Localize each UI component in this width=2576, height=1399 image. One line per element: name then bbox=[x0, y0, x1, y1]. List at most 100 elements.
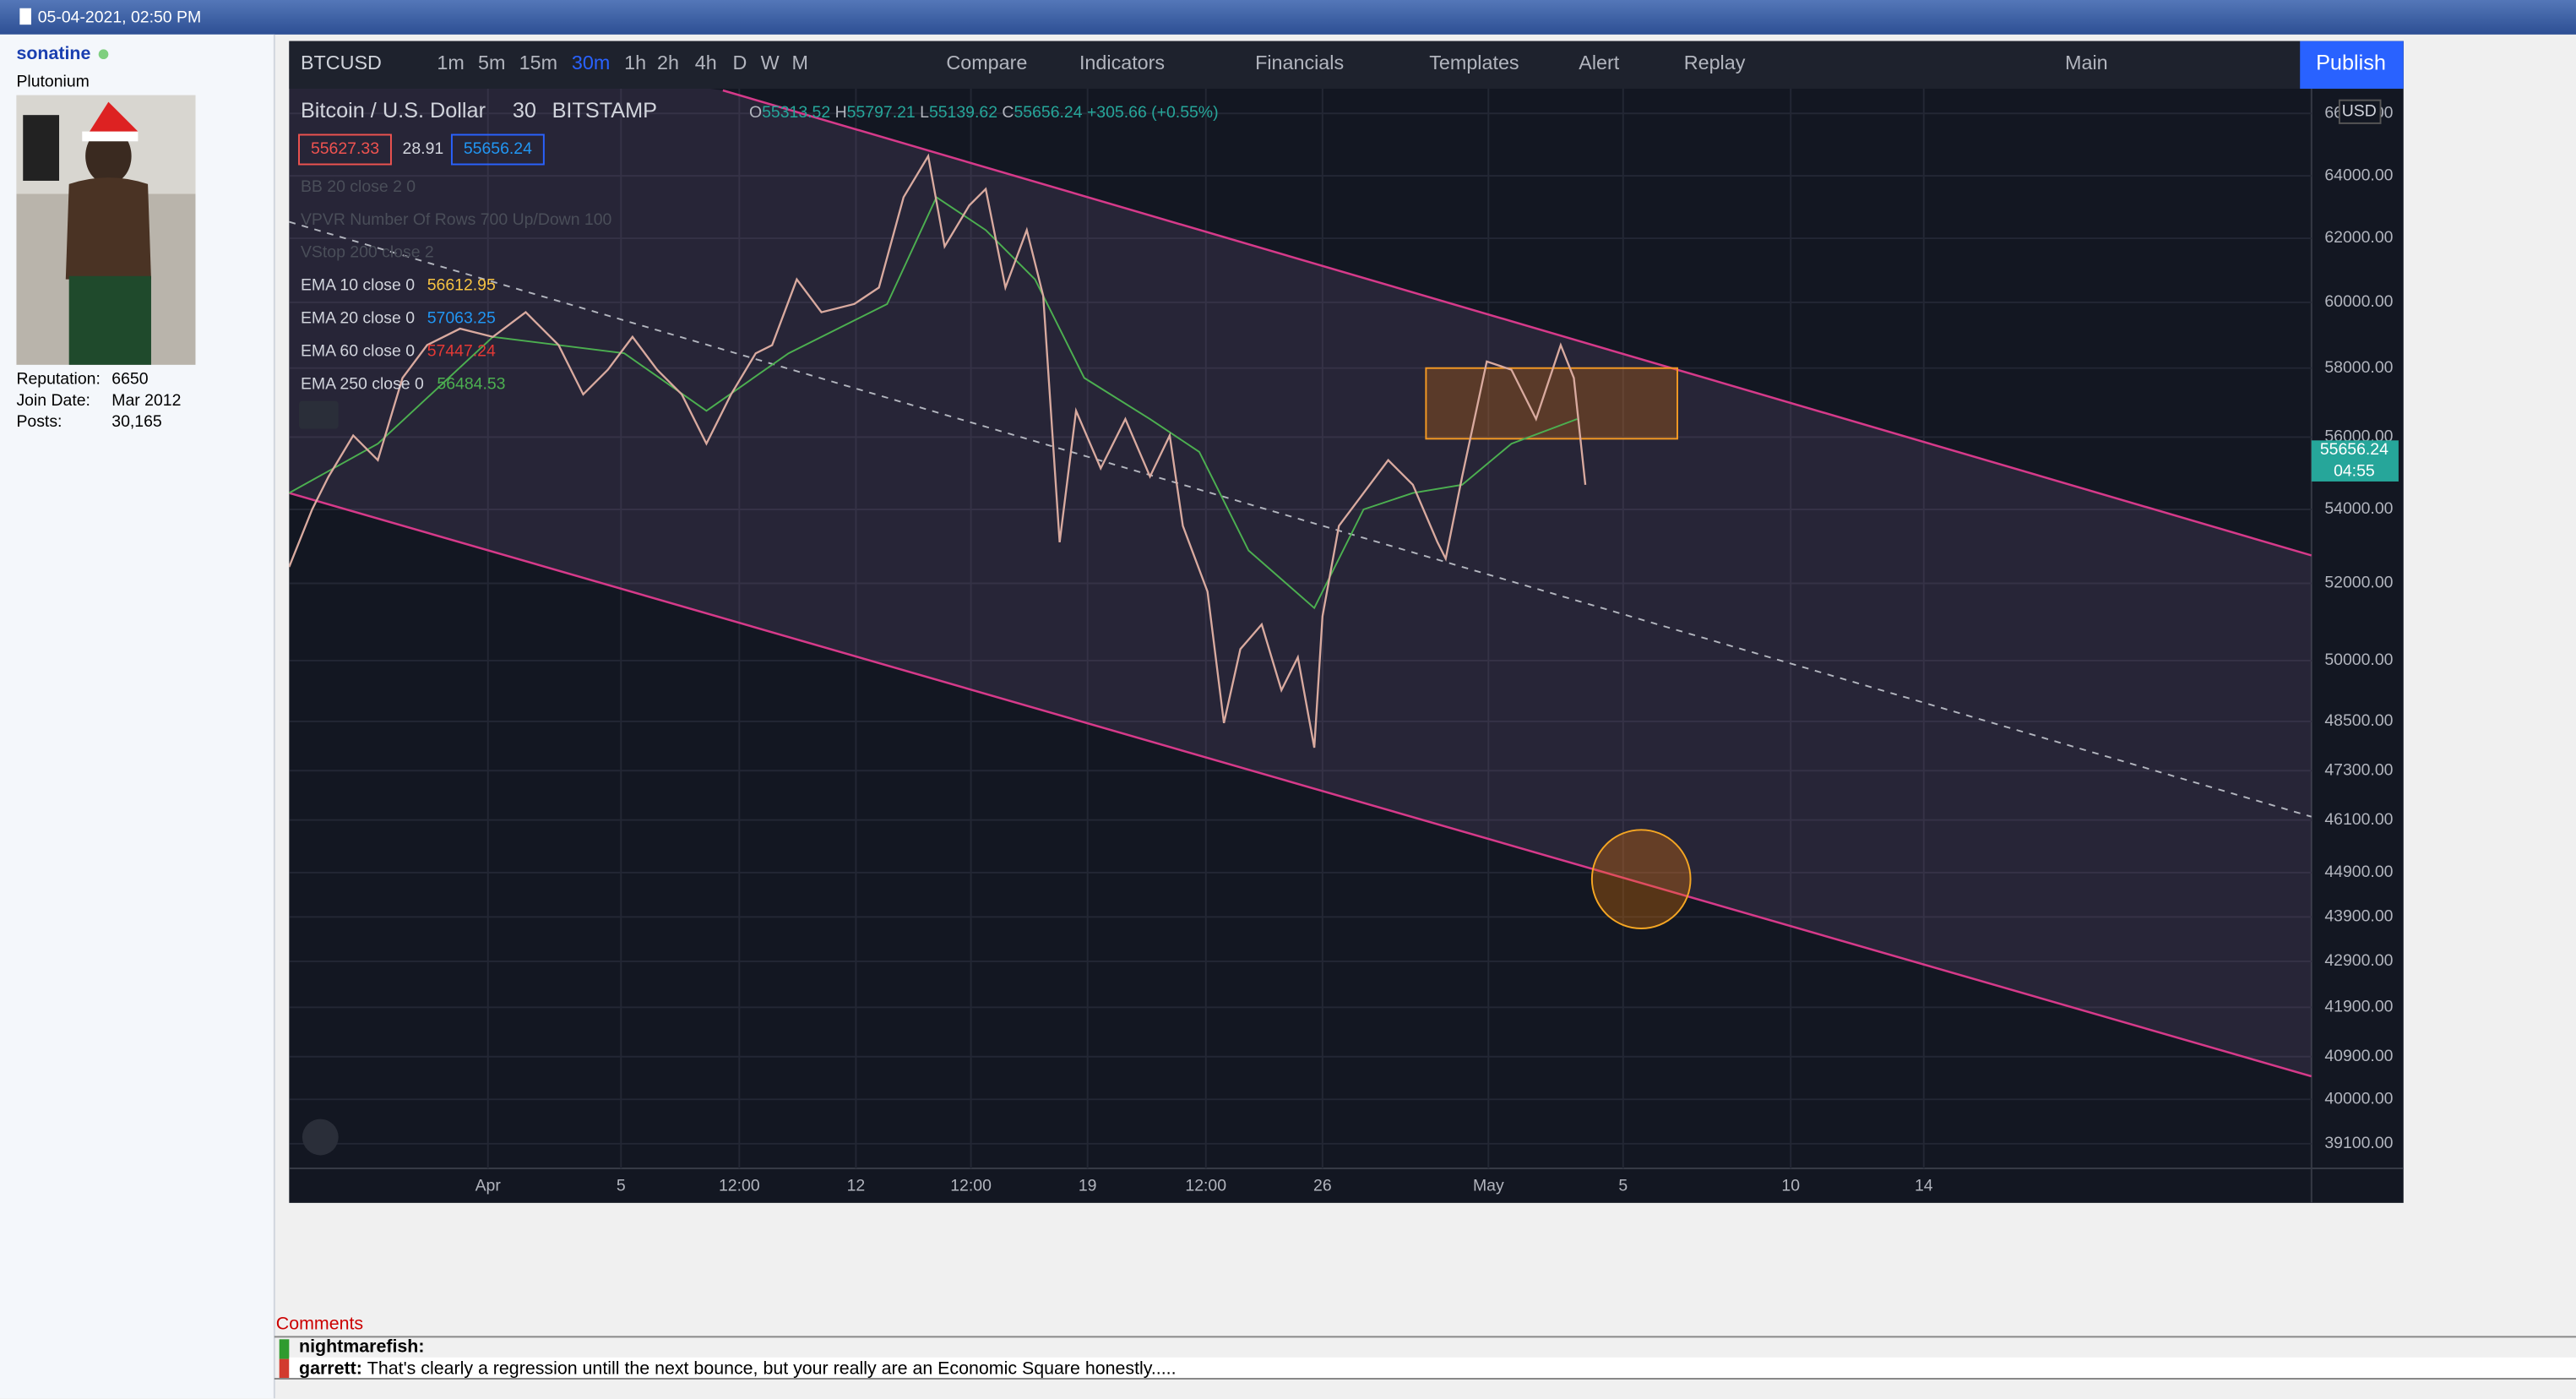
channel-fill bbox=[289, 89, 2312, 1077]
interval-button[interactable]: 1h bbox=[624, 52, 646, 73]
stat-label: Join Date: bbox=[16, 391, 90, 410]
online-dot bbox=[98, 49, 109, 60]
chart-interval: 30 bbox=[513, 99, 536, 122]
indicator-name: EMA 250 close 0 bbox=[301, 374, 424, 393]
price-label: 48500.00 bbox=[2324, 711, 2393, 730]
toolbar-button[interactable]: Replay bbox=[1684, 52, 1746, 73]
time-label: 19 bbox=[1079, 1177, 1097, 1195]
interval-button[interactable]: D bbox=[733, 52, 747, 73]
chart-title: Bitcoin / U.S. Dollar bbox=[301, 99, 486, 122]
interval-button[interactable]: 2h bbox=[657, 52, 679, 73]
time-label: 12:00 bbox=[950, 1177, 992, 1195]
post-header bbox=[0, 0, 2576, 35]
time-label: 5 bbox=[617, 1177, 626, 1195]
stat-value: Mar 2012 bbox=[111, 391, 181, 410]
indicator-value: 57447.24 bbox=[427, 341, 496, 360]
toolbar-button[interactable]: Indicators bbox=[1079, 52, 1165, 73]
time-label: Apr bbox=[476, 1177, 502, 1195]
time-label: 5 bbox=[1618, 1177, 1628, 1195]
channel-upper bbox=[722, 89, 2312, 557]
time-label: 12 bbox=[847, 1177, 866, 1195]
interval-button[interactable]: 4h bbox=[695, 52, 717, 73]
publish-button[interactable] bbox=[2300, 41, 2404, 90]
price-label: 46100.00 bbox=[2324, 810, 2393, 829]
currency: USD bbox=[2342, 101, 2377, 120]
chart-exchange: BITSTAMP bbox=[552, 99, 657, 122]
price-label: 44900.00 bbox=[2324, 863, 2393, 881]
price-label: 41900.00 bbox=[2324, 998, 2393, 1016]
buy-price: 55656.24 bbox=[464, 139, 532, 158]
last-price-tag bbox=[2311, 440, 2399, 482]
ohlc: O55313.52 H55797.21 L55139.62 C55656.24 … bbox=[749, 103, 1219, 122]
user-rank: Plutonium bbox=[16, 72, 89, 90]
price-label: 60000.00 bbox=[2324, 292, 2393, 311]
chart-frame bbox=[289, 41, 2404, 1203]
toolbar-button[interactable]: Financials bbox=[1255, 52, 1344, 73]
indicator-value: 56612.95 bbox=[427, 276, 496, 295]
countdown: 04:55 bbox=[2334, 461, 2375, 480]
time-label: 10 bbox=[1781, 1177, 1800, 1195]
interval-button[interactable]: 5m bbox=[478, 52, 505, 73]
toolbar-button[interactable]: Compare bbox=[946, 52, 1027, 73]
toolbar-button[interactable]: Templates bbox=[1429, 52, 1519, 73]
time-label: 14 bbox=[1915, 1177, 1933, 1195]
spread: 28.91 bbox=[403, 139, 444, 158]
interval-button[interactable]: W bbox=[761, 52, 780, 73]
layout-button[interactable]: Main bbox=[2065, 52, 2108, 73]
sell-price: 55627.33 bbox=[311, 139, 379, 158]
ohlc-value: 55139.62 bbox=[929, 103, 997, 122]
time-label: 26 bbox=[1313, 1177, 1332, 1195]
price-label: 40000.00 bbox=[2324, 1089, 2393, 1108]
ohlc-value: 55313.52 bbox=[762, 103, 830, 122]
ema-line bbox=[289, 195, 1578, 610]
comment-author: nightmarefish: bbox=[299, 1336, 424, 1357]
price-label: 54000.00 bbox=[2324, 499, 2393, 518]
indicator-value: 57063.25 bbox=[427, 308, 496, 327]
price-label: 47300.00 bbox=[2324, 760, 2393, 779]
chart-toolbar bbox=[289, 41, 2404, 90]
tv-logo[interactable] bbox=[302, 1119, 339, 1156]
price-line bbox=[289, 153, 1587, 748]
price-label: 40900.00 bbox=[2324, 1047, 2393, 1065]
drawings bbox=[289, 89, 2312, 1078]
interval-button[interactable]: 30m bbox=[572, 52, 610, 73]
publish-label[interactable]: Publish bbox=[2316, 52, 2386, 75]
ohlc-label: C bbox=[1002, 103, 1014, 122]
stat-value: 6650 bbox=[111, 369, 148, 388]
symbol: BTCUSD bbox=[301, 52, 382, 73]
channel-lower bbox=[289, 492, 2312, 1078]
price-label: 42900.00 bbox=[2324, 951, 2393, 970]
price-label: 58000.00 bbox=[2324, 358, 2393, 377]
interval-button[interactable]: 1m bbox=[437, 52, 464, 73]
toolbar-button[interactable]: Alert bbox=[1579, 52, 1619, 73]
time-label: 12:00 bbox=[1185, 1177, 1226, 1195]
indicator-name: EMA 60 close 0 bbox=[301, 341, 415, 360]
indicator-name: EMA 10 close 0 bbox=[301, 276, 415, 295]
ohlc-label: O bbox=[749, 103, 762, 122]
target-circle bbox=[1590, 829, 1692, 929]
hidden-indicator: VStop 200 close 2 bbox=[301, 243, 434, 262]
indicator-value: 56484.53 bbox=[437, 374, 505, 393]
comment-text: That's clearly a regression untill the n… bbox=[367, 1358, 1177, 1378]
ohlc-value: 55656.24 bbox=[1014, 103, 1082, 122]
interval-button[interactable]: 15m bbox=[519, 52, 557, 73]
channel-mid bbox=[289, 220, 2312, 818]
ohlc-change: +305.66 (+0.55%) bbox=[1087, 103, 1219, 122]
username[interactable]: sonatine bbox=[16, 43, 90, 63]
interval-button[interactable]: M bbox=[792, 52, 808, 73]
ohlc-label: L bbox=[920, 103, 929, 122]
stat-label: Reputation: bbox=[16, 369, 100, 388]
buy-box bbox=[450, 133, 545, 166]
price-label: 43900.00 bbox=[2324, 907, 2393, 926]
comments-title: Comments bbox=[276, 1313, 363, 1333]
hidden-indicator: VPVR Number Of Rows 700 Up/Down 100 bbox=[301, 210, 612, 229]
collapse-button[interactable] bbox=[299, 400, 339, 429]
ohlc-value: 55797.21 bbox=[847, 103, 916, 122]
time-label: 12:00 bbox=[719, 1177, 760, 1195]
stat-value: 30,165 bbox=[111, 412, 161, 431]
time-label: May bbox=[1473, 1177, 1504, 1195]
avatar bbox=[16, 95, 196, 365]
post-date: 05-04-2021, 02:50 PM bbox=[38, 8, 201, 27]
